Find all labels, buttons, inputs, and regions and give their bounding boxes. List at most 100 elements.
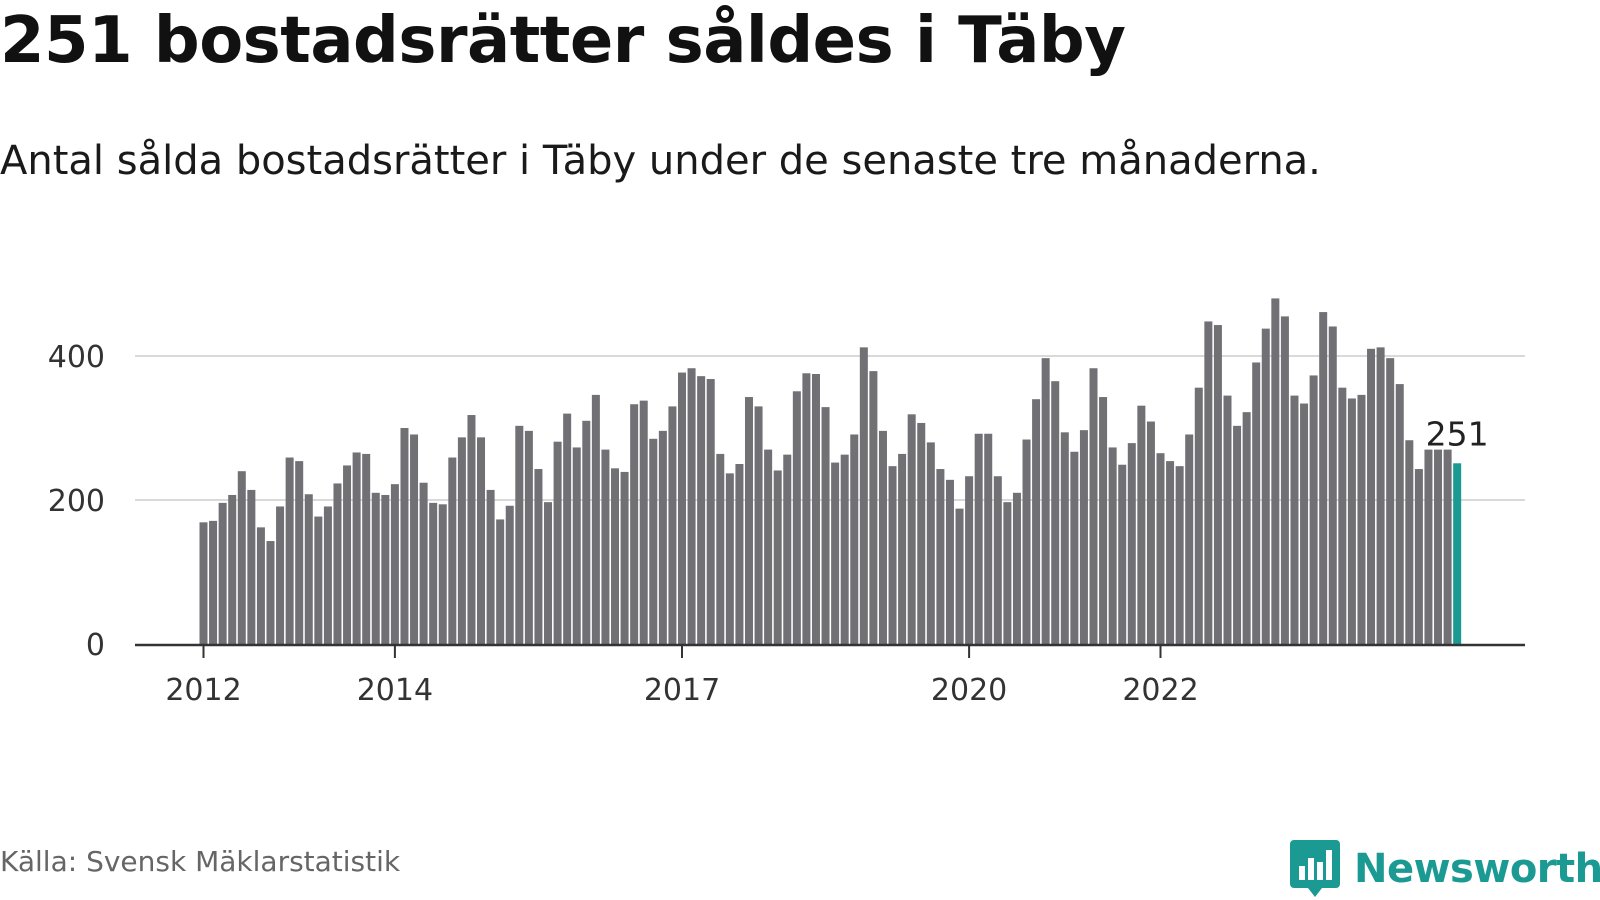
bar xyxy=(1252,362,1261,644)
bar xyxy=(1185,434,1194,644)
bar xyxy=(314,516,323,644)
bar xyxy=(295,461,304,644)
bar xyxy=(783,454,792,644)
bar xyxy=(1223,395,1232,644)
bar xyxy=(1328,326,1337,644)
bar xyxy=(831,462,840,644)
brand-logo[interactable]: Newsworthy xyxy=(1290,840,1600,898)
bar xyxy=(1300,403,1309,644)
bar xyxy=(965,476,974,644)
bar xyxy=(658,430,667,644)
bar xyxy=(955,508,964,644)
bar xyxy=(591,394,600,644)
bar xyxy=(304,494,313,644)
bar xyxy=(687,368,696,644)
bar xyxy=(1051,381,1060,644)
bar xyxy=(1395,384,1404,644)
bar xyxy=(764,449,773,644)
bar xyxy=(266,541,275,644)
bar xyxy=(534,469,543,644)
bar xyxy=(343,465,352,644)
newsworthy-bar-chart-logo-icon xyxy=(1290,840,1340,897)
y-tick-label: 400 xyxy=(48,340,105,375)
latest-value-label: 251 xyxy=(1426,414,1489,453)
bar xyxy=(1376,347,1385,644)
bar xyxy=(572,447,581,644)
bar xyxy=(1204,321,1213,644)
bar xyxy=(668,406,677,644)
bar xyxy=(457,437,466,644)
bar xyxy=(1127,443,1136,644)
bar xyxy=(256,527,265,644)
bar xyxy=(524,430,533,644)
bar xyxy=(1166,461,1175,644)
bar xyxy=(1213,325,1222,644)
bar xyxy=(850,434,859,644)
bar xyxy=(400,428,409,644)
bar xyxy=(467,415,476,644)
x-tick-label: 2014 xyxy=(357,673,433,708)
bar xyxy=(735,464,744,644)
x-tick-label: 2022 xyxy=(1122,673,1198,708)
bar xyxy=(984,433,993,644)
bar xyxy=(1309,375,1318,644)
bar xyxy=(218,502,227,644)
bar xyxy=(716,453,725,644)
bar xyxy=(945,479,954,644)
bar xyxy=(1137,405,1146,644)
bar xyxy=(209,520,218,644)
bar xyxy=(620,471,629,644)
bar xyxy=(1012,492,1021,644)
chart-title: 251 bostadsrätter såldes i Täby xyxy=(0,4,1126,78)
bar xyxy=(390,484,399,644)
bar xyxy=(1347,398,1356,644)
bar xyxy=(1089,368,1098,644)
bar xyxy=(1118,464,1127,644)
bar xyxy=(381,494,390,644)
bar xyxy=(754,406,763,644)
bar xyxy=(1041,358,1050,644)
y-tick-label: 0 xyxy=(86,628,105,663)
bar xyxy=(1032,399,1041,644)
bar xyxy=(515,425,524,644)
bar xyxy=(630,404,639,644)
bar xyxy=(869,371,878,644)
bar xyxy=(438,504,447,644)
bar xyxy=(553,441,562,644)
bar xyxy=(1146,421,1155,644)
bar xyxy=(811,374,820,644)
bar xyxy=(477,437,486,644)
bar xyxy=(1280,316,1289,644)
bar xyxy=(725,473,734,644)
bar xyxy=(323,506,332,644)
bar xyxy=(888,466,897,644)
bar xyxy=(907,414,916,644)
bar xyxy=(878,430,887,644)
bar xyxy=(936,469,945,644)
bar xyxy=(505,505,514,644)
bar xyxy=(993,476,1002,644)
bar xyxy=(419,482,428,644)
bar xyxy=(639,400,648,644)
bar xyxy=(744,397,753,644)
bar xyxy=(1194,387,1203,644)
bar xyxy=(1003,502,1012,644)
bar xyxy=(1175,466,1184,644)
bar xyxy=(792,391,801,644)
bar xyxy=(1290,395,1299,644)
bar xyxy=(285,457,294,644)
bar xyxy=(429,502,438,644)
bar xyxy=(649,438,658,644)
bar xyxy=(563,413,572,644)
x-tick-label: 2020 xyxy=(931,673,1007,708)
brand-name: Newsworthy xyxy=(1354,846,1600,892)
bar xyxy=(859,347,868,644)
bar xyxy=(1108,447,1117,644)
bar-latest xyxy=(1453,463,1462,644)
source-note: Källa: Svensk Mäklarstatistik xyxy=(0,845,401,878)
bar xyxy=(486,489,495,644)
bar xyxy=(898,453,907,644)
bar xyxy=(1099,397,1108,644)
bar xyxy=(1079,430,1088,644)
x-tick-label: 2012 xyxy=(165,673,241,708)
